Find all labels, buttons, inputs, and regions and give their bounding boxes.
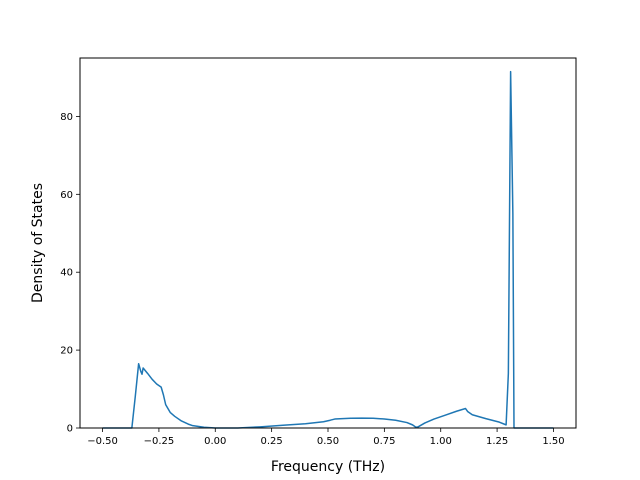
x-tick-label: 0.50 bbox=[317, 436, 339, 447]
y-tick-label: 60 bbox=[60, 190, 73, 201]
y-tick-label: 40 bbox=[60, 268, 73, 279]
x-tick-label: 0.00 bbox=[204, 436, 226, 447]
y-tick-label: 80 bbox=[60, 112, 73, 123]
x-axis-label: Frequency (THz) bbox=[271, 459, 385, 475]
x-tick-label: 1.00 bbox=[430, 436, 452, 447]
axes-frame bbox=[79, 57, 577, 429]
y-tick-label: 0 bbox=[67, 424, 73, 435]
y-tick-label: 20 bbox=[60, 346, 73, 357]
x-axis-ticks: −0.50 −0.25 0.00 0.25 0.50 0.75 1.00 1.25 1.50 bbox=[87, 428, 565, 447]
y-axis-ticks: 0 20 40 60 80 bbox=[60, 112, 80, 435]
dos-series-line-0 bbox=[102, 70, 554, 429]
x-tick-label: 1.25 bbox=[486, 436, 508, 447]
x-tick-label: 0.75 bbox=[373, 436, 395, 447]
x-tick-label: −0.25 bbox=[144, 436, 175, 447]
y-axis-label: Density of States bbox=[30, 183, 46, 303]
x-tick-label: 0.25 bbox=[261, 436, 283, 447]
x-tick-label: 1.50 bbox=[542, 436, 564, 447]
plot-area bbox=[102, 70, 554, 429]
x-tick-label: −0.50 bbox=[87, 436, 118, 447]
